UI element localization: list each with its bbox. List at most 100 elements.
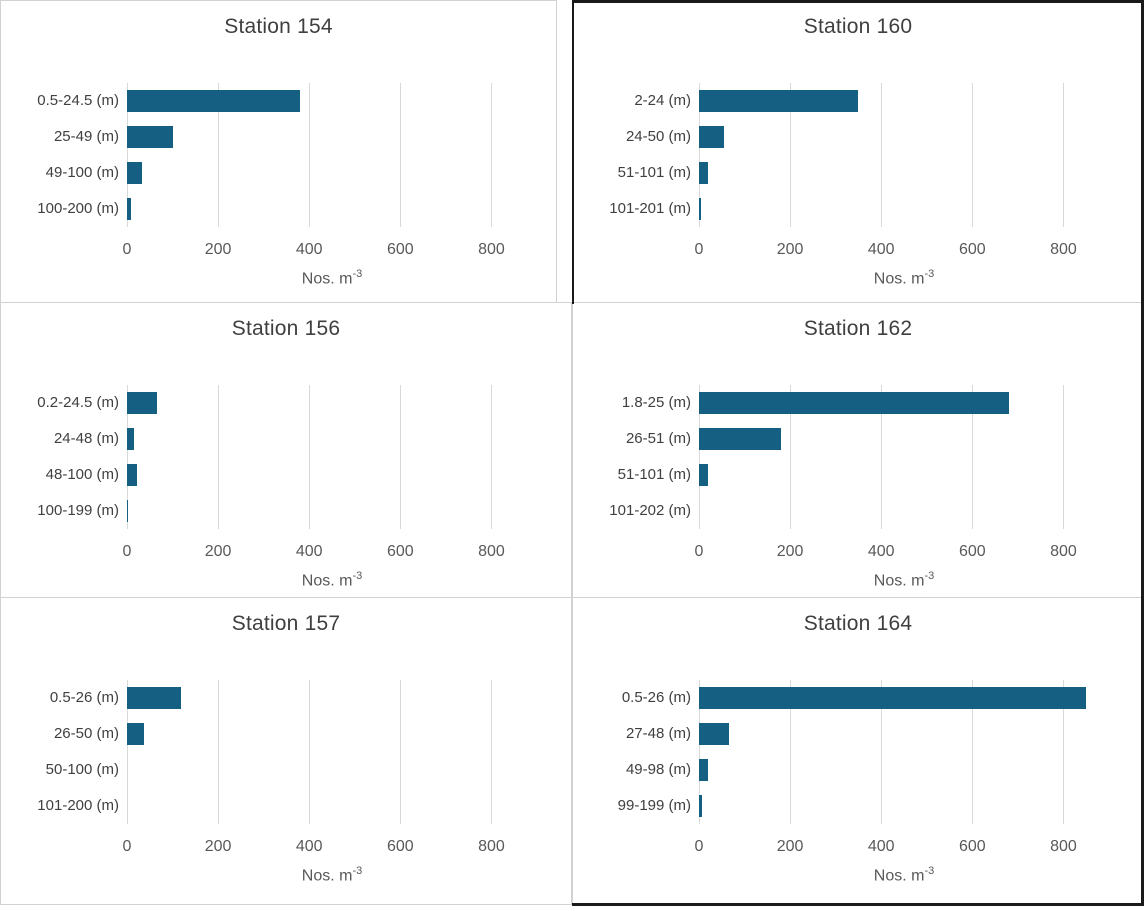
x-tick-label: 200 [776,838,804,855]
bar [127,198,131,220]
category-label: 0.2-24.5 (m) [37,394,119,411]
category-label: 24-48 (m) [53,430,119,447]
gridline [400,385,402,529]
x-tick-label: 800 [1050,838,1077,855]
x-tick-label: 200 [204,241,232,258]
x-tick-label: 600 [386,543,414,560]
bar [127,500,129,522]
chart-title: Station 156 [231,317,341,340]
category-label: 2-24 (m) [634,92,691,109]
group-border-right [1141,0,1144,906]
x-tick-label: 0 [122,241,132,258]
gridline [1063,83,1065,227]
gridline [491,385,493,529]
plot-area [699,680,1109,824]
category-label: 1.8-25 (m) [621,394,691,411]
gridline [218,680,220,824]
gridline [218,83,220,227]
category-label: 27-48 (m) [625,725,691,742]
x-axis-title: Nos. m-3 [873,268,935,288]
gridline [699,680,700,824]
bar [127,723,145,745]
category-label: 101-200 (m) [37,797,119,814]
chart-station-164[interactable]: Station 164 0.5-26 (m) 27-48 (m) 49-98 (m) 9… [572,597,1144,905]
gridline [127,83,128,227]
bar [127,126,173,148]
bar [699,795,702,817]
x-tick-label: 400 [295,838,323,855]
gridline [127,385,128,529]
category-label: 51-101 (m) [617,466,691,483]
gridline [400,680,402,824]
category-label: 0.5-26 (m) [49,689,119,706]
category-label: 101-202 (m) [609,502,691,519]
category-label: 0.5-26 (m) [621,689,691,706]
category-label: 51-101 (m) [617,164,691,181]
charts-column-right: Station 160 2-24 (m) 24-50 (m) 51-101 (m) 10… [572,0,1144,906]
x-axis-title: Nos. m-3 [301,268,363,288]
gridline [881,385,883,529]
gridline [218,385,220,529]
x-axis-title: Nos. m-3 [873,865,935,885]
chart-station-156[interactable]: Station 156 0.2-24.5 (m) 24-48 (m) 48-100 (… [0,302,572,598]
category-label: 100-199 (m) [37,502,119,519]
gridline [699,83,700,227]
x-tick-label: 400 [295,543,323,560]
x-tick-label: 600 [386,838,414,855]
bar [699,126,725,148]
category-label: 99-199 (m) [617,797,691,814]
chart-station-157[interactable]: Station 157 0.5-26 (m) 26-50 (m) 50-100 (m)… [0,597,572,905]
x-tick-label: 200 [204,543,232,560]
category-label: 24-50 (m) [625,128,691,145]
gridline [491,680,493,824]
bar [699,392,1009,414]
chart-station-160[interactable]: Station 160 2-24 (m) 24-50 (m) 51-101 (m) 10… [572,0,1144,303]
category-label: 101-201 (m) [609,200,691,217]
x-tick-label: 200 [776,241,804,258]
x-tick-label: 0 [694,241,704,258]
x-axis-title: Nos. m-3 [873,570,935,590]
gridline [309,385,311,529]
bar [699,198,702,220]
bar [699,759,709,781]
x-tick-label: 800 [1050,543,1077,560]
gridline [309,83,311,227]
x-tick-label: 600 [958,543,986,560]
plot-area [699,385,1109,529]
gridline [972,385,974,529]
category-label: 26-51 (m) [625,430,691,447]
bar [699,687,1087,709]
bar [127,687,181,709]
category-label: 49-98 (m) [625,761,691,778]
gridline [1063,385,1065,529]
x-tick-label: 800 [478,543,505,560]
x-tick-label: 400 [867,241,895,258]
bar [699,162,709,184]
chart-title: Station 154 [224,15,333,38]
x-tick-label: 800 [1050,241,1077,258]
bar [699,428,781,450]
x-tick-label: 0 [122,543,132,560]
plot-area [127,680,537,824]
category-label: 26-50 (m) [53,725,119,742]
chart-station-162[interactable]: Station 162 1.8-25 (m) 26-51 (m) 51-101 (m)… [572,302,1144,598]
gridline [972,680,974,824]
category-label: 100-200 (m) [37,200,119,217]
group-border-top [572,0,1144,3]
x-tick-label: 400 [867,838,895,855]
gridline [309,680,311,824]
category-label: 0.5-24.5 (m) [37,92,119,109]
chart-title: Station 157 [231,612,341,635]
x-axis-title: Nos. m-3 [301,570,363,590]
gridline [1063,680,1065,824]
plot-area [127,385,537,529]
chart-station-154[interactable]: Station 154 0.5-24.5 (m) 25-49 (m) 49-100 (… [0,0,557,303]
chart-title: Station 160 [803,15,913,38]
gridline [881,83,883,227]
x-tick-label: 800 [478,838,505,855]
x-tick-label: 200 [776,543,804,560]
x-tick-label: 0 [122,838,132,855]
plot-area [127,83,537,227]
category-label: 49-100 (m) [45,164,119,181]
category-label: 48-100 (m) [45,466,119,483]
